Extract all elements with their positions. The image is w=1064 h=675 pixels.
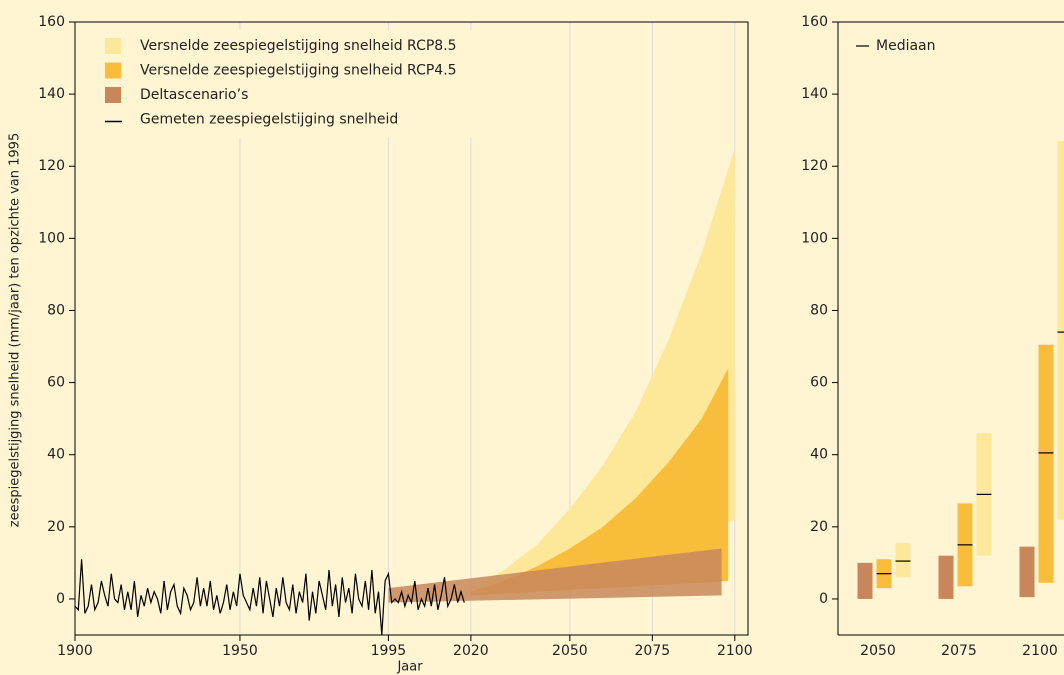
x-tick-label: 2050 <box>552 643 588 659</box>
x-tick-label: 1995 <box>371 643 407 659</box>
y-tick-label: 100 <box>801 230 828 246</box>
legend-label: Deltascenario’s <box>140 87 248 103</box>
y-tick-label: 80 <box>810 302 828 318</box>
y-tick-label: 160 <box>38 14 65 30</box>
y-tick-label: 60 <box>47 375 65 391</box>
band <box>470 368 729 596</box>
y-tick-label: 20 <box>810 519 828 535</box>
range-bar <box>1038 344 1054 583</box>
legend-swatch <box>105 62 121 79</box>
legend-swatch <box>105 38 121 54</box>
y-tick-label: 100 <box>38 230 65 246</box>
y-tick-label: 120 <box>38 158 65 174</box>
x-axis-label: Jaar <box>396 660 423 675</box>
y-tick-label: 0 <box>819 591 828 607</box>
x-tick-label: 1950 <box>222 643 258 659</box>
x-tick-label: 2100 <box>1022 643 1058 659</box>
y-tick-label: 160 <box>801 14 828 30</box>
y-tick-label: 20 <box>47 519 65 535</box>
legend-label: Mediaan <box>876 38 936 54</box>
x-tick-label: 2100 <box>717 643 753 659</box>
x-tick-label: 2075 <box>635 643 671 659</box>
legend-box <box>95 30 475 138</box>
legend-label: Gemeten zeespiegelstijging snelheid <box>140 112 398 128</box>
x-tick-label: 1900 <box>57 643 93 659</box>
y-tick-label: 0 <box>56 591 65 607</box>
band <box>388 548 722 603</box>
legend-label: Versnelde zeespiegelstijging snelheid RC… <box>140 38 457 54</box>
x-tick-label: 2050 <box>860 643 896 659</box>
y-tick-label: 140 <box>801 86 828 102</box>
range-bar <box>857 562 873 599</box>
y-tick-label: 120 <box>801 158 828 174</box>
range-bar <box>1019 546 1035 598</box>
y-tick-label: 40 <box>810 447 828 463</box>
y-tick-label: 80 <box>47 302 65 318</box>
x-tick-label: 2075 <box>941 643 977 659</box>
y-axis-label: zeespiegelstijging snelheid (mm/jaar) te… <box>8 133 23 527</box>
y-tick-label: 40 <box>47 447 65 463</box>
range-bar <box>938 555 954 599</box>
line <box>74 559 465 636</box>
y-tick-label: 60 <box>810 375 828 391</box>
range-bar <box>1057 140 1064 520</box>
plot-frame <box>74 21 749 636</box>
y-tick-label: 140 <box>38 86 65 102</box>
x-tick-label: 2020 <box>453 643 489 659</box>
range-bar <box>895 543 911 578</box>
legend-label: Versnelde zeespiegelstijging snelheid RC… <box>140 63 457 79</box>
legend-swatch <box>105 87 121 103</box>
